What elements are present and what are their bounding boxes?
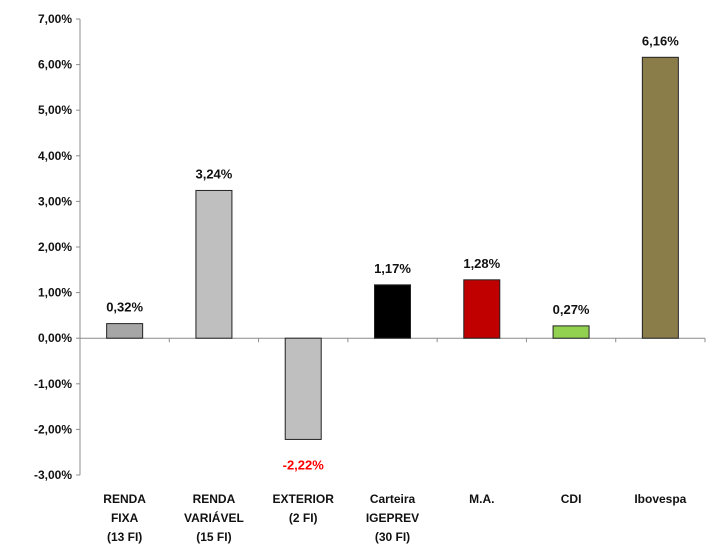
data-labels: 0,32% 3,24% -2,22% 1,17% 1,28% 0,27% 6,16% (106, 33, 679, 472)
bar (195, 189, 233, 339)
y-tick-label: 5,00% (38, 103, 72, 117)
bars (106, 56, 679, 440)
y-tick-label: 6,00% (38, 58, 72, 72)
data-label: 0,32% (106, 300, 143, 315)
y-tick-label: 4,00% (38, 149, 72, 163)
bar (284, 337, 322, 440)
category-label: RENDA VARIÁVEL (15 FI) (184, 492, 244, 544)
category-label: Carteira IGEPREV (30 FI) (366, 492, 419, 544)
y-tick-label: 7,00% (38, 12, 72, 26)
y-tick-label: -2,00% (34, 422, 72, 436)
y-axis-ticks: 7,00% 6,00% 5,00% 4,00% 3,00% 2,00% 1,00% 0,00%… (34, 12, 80, 482)
data-label: 6,16% (642, 33, 679, 48)
category-labels: RENDA FIXA (13 FI) RENDA VARIÁVEL (15 FI) EXTE… (103, 492, 686, 544)
y-tick-label: 3,00% (38, 194, 72, 208)
y-tick-label: 0,00% (38, 331, 72, 345)
y-tick-label: 2,00% (38, 240, 72, 254)
category-label: M.A. (469, 492, 494, 506)
data-label: 1,28% (463, 256, 500, 271)
category-label: EXTERIOR (2 FI) (273, 492, 335, 525)
data-label: 1,17% (374, 261, 411, 276)
bar (552, 325, 590, 339)
bar (641, 56, 679, 339)
y-tick-label: 1,00% (38, 286, 72, 300)
axes (79, 19, 706, 475)
bar (463, 279, 501, 339)
bar (374, 284, 411, 339)
data-label: 0,27% (553, 302, 590, 317)
data-label: 3,24% (195, 166, 232, 181)
category-label: CDI (561, 492, 582, 506)
y-tick-label: -3,00% (34, 468, 72, 482)
bar (106, 323, 144, 339)
category-label: RENDA FIXA (13 FI) (103, 492, 146, 544)
category-label: Ibovespa (634, 492, 686, 506)
data-label: -2,22% (283, 457, 325, 472)
y-tick-label: -1,00% (34, 377, 72, 391)
